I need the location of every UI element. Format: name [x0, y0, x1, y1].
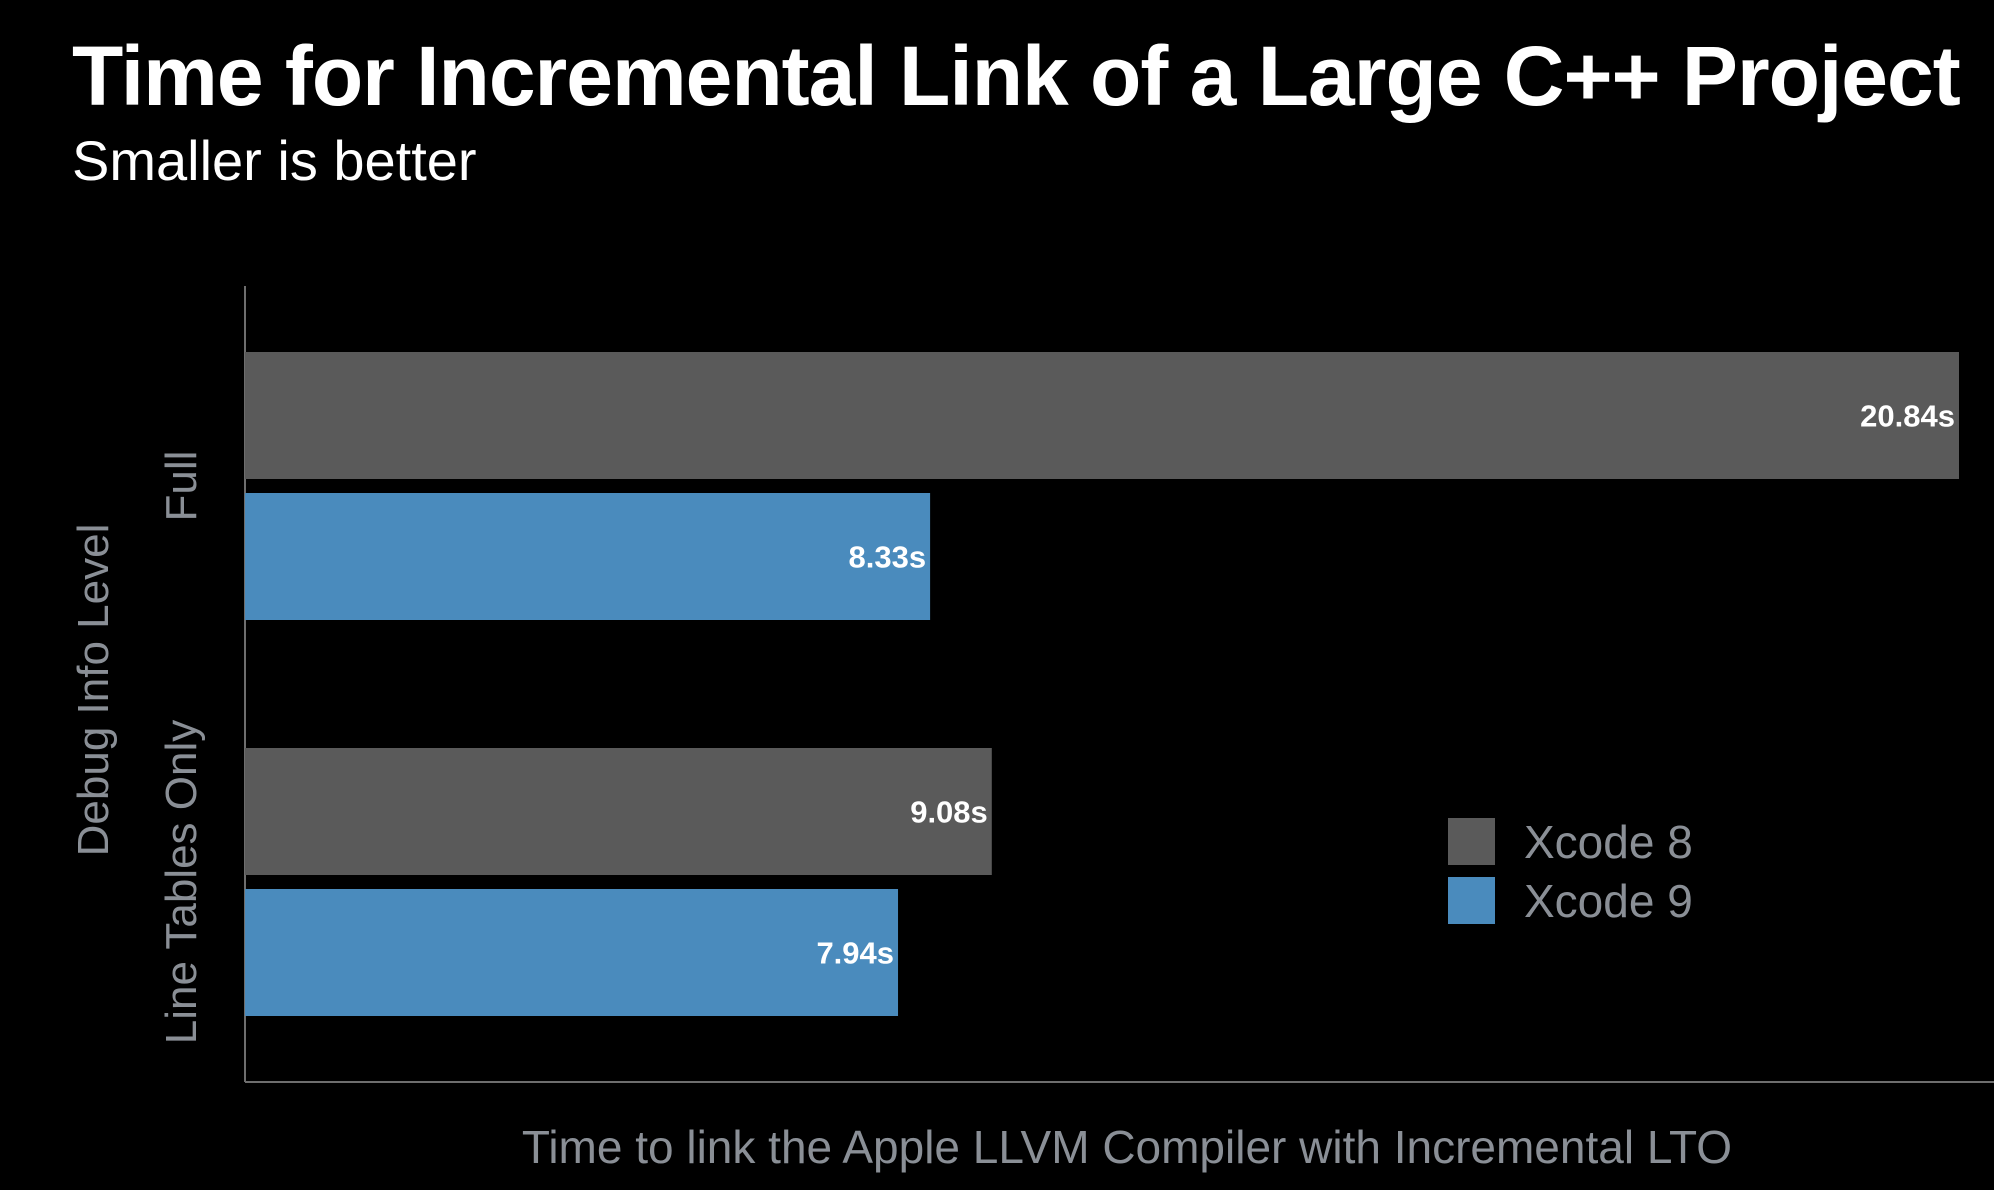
bar-full-xcode-9	[245, 493, 931, 620]
category-label-line-tables-only: Line Tables Only	[157, 720, 206, 1045]
y-axis-label: Debug Info Level	[69, 524, 118, 857]
legend-label-xcode-8: Xcode 8	[1524, 816, 1693, 868]
legend-label-xcode-9: Xcode 9	[1524, 875, 1693, 927]
x-axis-label: Time to link the Apple LLVM Compiler wit…	[522, 1121, 1732, 1173]
chart-subtitle: Smaller is better	[72, 129, 477, 192]
bar-line-tables-only-xcode-9	[245, 889, 899, 1016]
chart-title: Time for Incremental Link of a Large C++…	[72, 29, 1961, 123]
bar-line-tables-only-xcode-8	[245, 748, 992, 875]
legend-swatch-xcode-8	[1448, 818, 1495, 865]
legend-swatch-xcode-9	[1448, 877, 1495, 924]
category-label-full: Full	[157, 451, 206, 522]
bar-full-xcode-8	[245, 352, 1959, 479]
data-label-line-tables-only-xcode-9: 7.94s	[816, 936, 894, 971]
data-label-full-xcode-9: 8.33s	[849, 540, 927, 575]
data-label-full-xcode-8: 20.84s	[1860, 399, 1955, 434]
data-label-line-tables-only-xcode-8: 9.08s	[910, 795, 988, 830]
